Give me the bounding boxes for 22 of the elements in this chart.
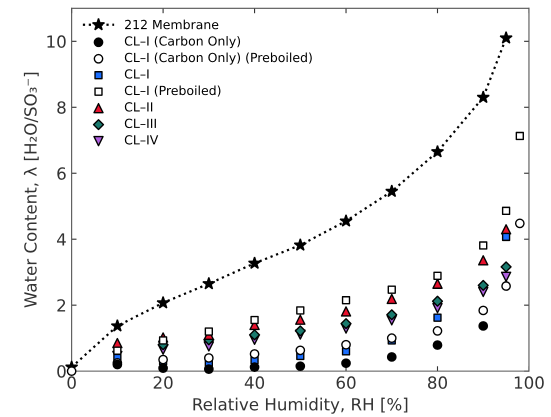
- x-tick-label: 60: [336, 376, 356, 389]
- x-tick-label: 0: [67, 376, 76, 389]
- x-tick-label: 80: [428, 376, 447, 389]
- y-tick-label: 8: [57, 101, 66, 114]
- legend-label: CL–II: [124, 102, 152, 112]
- y-tick-label: 6: [57, 167, 66, 180]
- y-tick-label: 0: [57, 365, 66, 378]
- legend-label: CL–I (Carbon Only): [124, 36, 240, 48]
- x-tick-label: 20: [154, 376, 173, 389]
- y-tick-label: 2: [57, 299, 66, 312]
- x-tick-label: 100: [514, 376, 544, 389]
- legend-label: CL–IV: [124, 135, 158, 145]
- x-axis-title: Relative Humidity, RH [%]: [193, 398, 408, 414]
- y-tick-label: 10: [47, 35, 66, 48]
- y-axis-title: Water Content, λ [H₂O/SO₃⁻]: [24, 72, 39, 308]
- legend-label: 212 Membrane: [125, 20, 218, 30]
- legend-label: CL–I: [124, 69, 149, 79]
- x-tick-label: 40: [244, 376, 264, 389]
- legend-label: CL–I (Carbon Only) (Preboiled): [124, 52, 312, 65]
- legend-label: CL–III: [124, 118, 156, 128]
- y-tick-label: 4: [56, 233, 66, 246]
- legend-label: CL–I (Preboiled): [124, 85, 220, 97]
